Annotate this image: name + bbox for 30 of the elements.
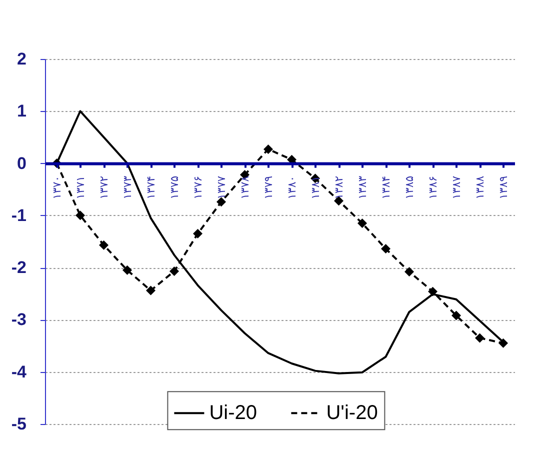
y-tick-label: -2 bbox=[11, 258, 26, 278]
legend-label: U'i-20 bbox=[326, 402, 378, 424]
x-tick-label: ۱۳۷۰ bbox=[50, 176, 64, 200]
y-tick-label: 1 bbox=[17, 102, 26, 121]
y-tick-label: -1 bbox=[11, 206, 26, 225]
x-tick-label: ۱۳۷۴ bbox=[144, 176, 158, 200]
x-tick-label: ۱۳۸۲ bbox=[332, 176, 346, 200]
y-tick-label: 2 bbox=[17, 50, 26, 68]
x-tick-label: ۱۳۸۸ bbox=[473, 176, 486, 200]
x-tick-label: ۱۳۸۴ bbox=[379, 176, 392, 200]
x-tick-label: ۱۳۷۶ bbox=[191, 176, 204, 200]
x-tick-label: ۱۳۷۲ bbox=[97, 176, 110, 200]
legend-label: Ui-20 bbox=[209, 402, 257, 424]
x-tick-label: ۱۳۷۹ bbox=[262, 176, 275, 200]
y-tick-label: -3 bbox=[11, 310, 26, 330]
x-tick-label: ۱۳۸۰ bbox=[285, 176, 298, 200]
x-tick-label: ۱۳۸۵ bbox=[402, 176, 416, 200]
x-tick-label: ۱۳۷۱ bbox=[74, 176, 87, 200]
y-tick-label: 0 bbox=[17, 154, 26, 173]
x-tick-label: ۱۳۸۶ bbox=[426, 176, 440, 200]
y-tick-label: -5 bbox=[11, 414, 26, 434]
x-tick-label: ۱۳۷۳ bbox=[120, 176, 134, 200]
x-tick-label: ۱۳۷۷ bbox=[214, 176, 228, 200]
x-tick-label: ۱۳۸۳ bbox=[356, 176, 369, 200]
y-tick-label: -4 bbox=[11, 362, 28, 382]
x-tick-label: ۱۳۸۱ bbox=[308, 176, 322, 200]
x-tick-label: ۱۳۸۹ bbox=[496, 176, 510, 200]
x-tick-label: ۱۳۸۷ bbox=[450, 176, 463, 200]
x-tick-label: ۱۳۷۸ bbox=[238, 176, 252, 200]
x-tick-label: ۱۳۷۵ bbox=[168, 176, 181, 200]
